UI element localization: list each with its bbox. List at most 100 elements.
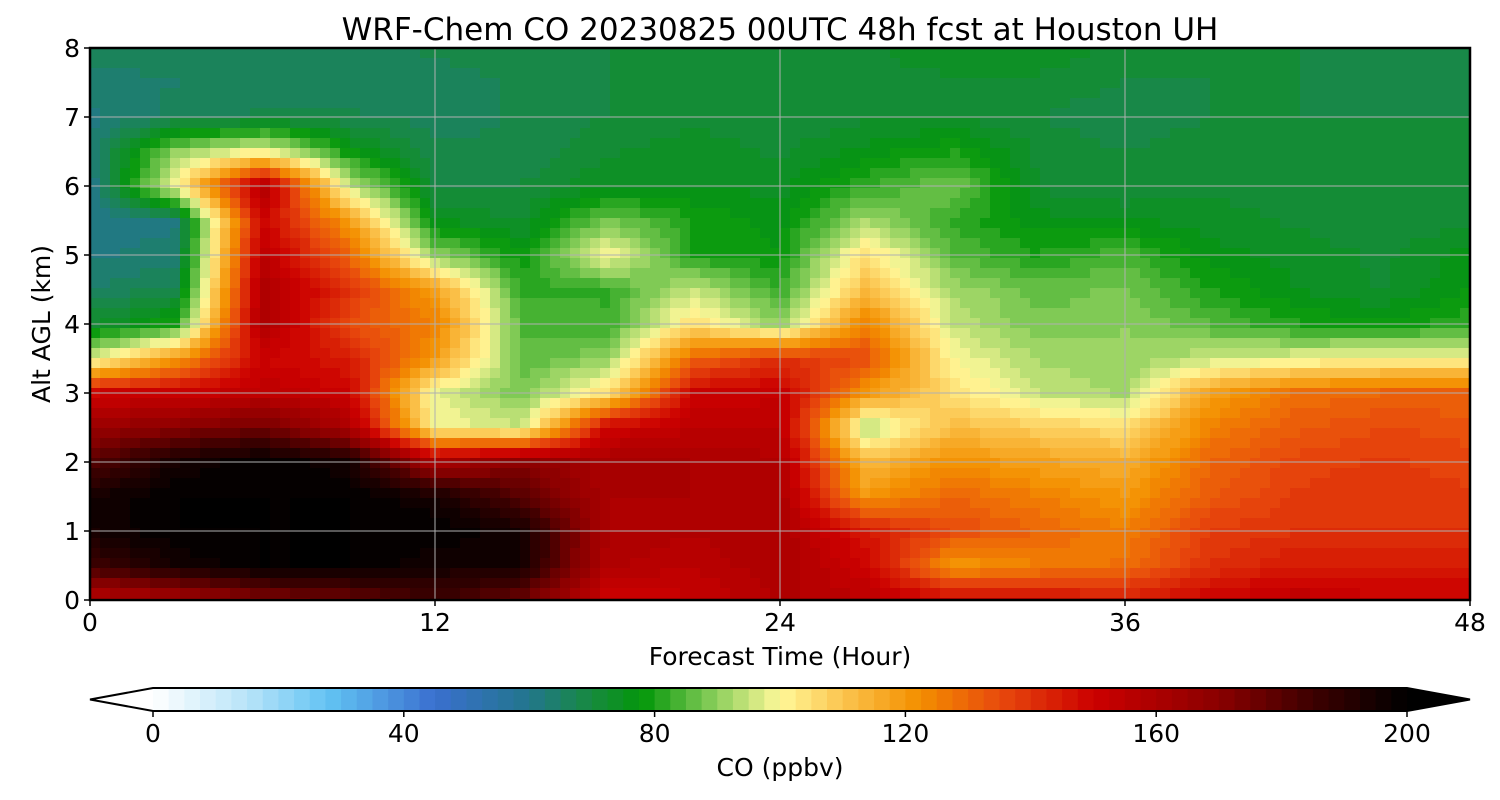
- heatmap-cell: [1240, 298, 1251, 309]
- heatmap-cell: [210, 398, 221, 409]
- heatmap-cell: [1130, 238, 1141, 249]
- heatmap-cell: [460, 238, 471, 249]
- heatmap-cell: [140, 88, 151, 99]
- heatmap-cell: [220, 258, 231, 269]
- heatmap-cell: [1260, 208, 1271, 219]
- heatmap-cell: [450, 128, 461, 139]
- heatmap-cell: [1220, 198, 1231, 209]
- heatmap-cell: [440, 188, 451, 199]
- heatmap-cell: [530, 58, 541, 69]
- heatmap-cell: [1350, 318, 1361, 329]
- heatmap-cell: [1150, 138, 1161, 149]
- heatmap-cell: [650, 188, 661, 199]
- heatmap-cell: [340, 158, 351, 169]
- heatmap-cell: [110, 248, 121, 259]
- heatmap-cell: [760, 238, 771, 249]
- heatmap-cell: [680, 228, 691, 239]
- heatmap-cell: [220, 98, 231, 109]
- heatmap-cell: [290, 318, 301, 329]
- heatmap-cell: [730, 238, 741, 249]
- heatmap-cell: [500, 88, 511, 99]
- heatmap-cell: [140, 238, 151, 249]
- heatmap-cell: [920, 98, 931, 109]
- heatmap-cell: [490, 258, 501, 269]
- heatmap-cell: [760, 308, 771, 319]
- heatmap-cell: [1370, 138, 1381, 149]
- heatmap-cell: [190, 58, 201, 69]
- heatmap-cell: [310, 248, 321, 259]
- heatmap-cell: [280, 318, 291, 329]
- heatmap-cell: [1460, 228, 1470, 239]
- heatmap-cell: [1240, 308, 1251, 319]
- heatmap-cell: [1030, 198, 1041, 209]
- heatmap-cell: [120, 228, 131, 239]
- heatmap-cell: [960, 308, 971, 319]
- heatmap-cell: [690, 128, 701, 139]
- heatmap-cell: [160, 408, 171, 419]
- heatmap-cell: [660, 168, 671, 179]
- heatmap-cell: [890, 58, 901, 69]
- heatmap-cell: [890, 128, 901, 139]
- heatmap-cell: [1210, 328, 1221, 339]
- heatmap-cell: [1380, 218, 1391, 229]
- heatmap-cell: [290, 378, 301, 389]
- heatmap-cell: [140, 288, 151, 299]
- heatmap-cell: [1220, 78, 1231, 89]
- heatmap-cell: [1200, 218, 1211, 229]
- heatmap-cell: [340, 258, 351, 269]
- heatmap-cell: [820, 288, 831, 299]
- heatmap-cell: [90, 168, 101, 179]
- heatmap-cell: [1420, 368, 1431, 379]
- heatmap-cell: [480, 88, 491, 99]
- heatmap-cell: [980, 258, 991, 269]
- heatmap-cell: [880, 258, 891, 269]
- heatmap-cell: [970, 168, 981, 179]
- heatmap-cell: [220, 398, 231, 409]
- heatmap-cell: [1020, 198, 1031, 209]
- heatmap-cell: [310, 278, 321, 289]
- heatmap-cell: [790, 338, 801, 349]
- heatmap-cell: [1410, 398, 1421, 409]
- heatmap-cell: [610, 348, 621, 359]
- heatmap-cell: [510, 138, 521, 149]
- heatmap-cell: [1450, 398, 1461, 409]
- heatmap-cell: [800, 88, 811, 99]
- heatmap-cell: [1260, 138, 1271, 149]
- heatmap-cell: [1290, 148, 1301, 159]
- heatmap-cell: [900, 188, 911, 199]
- heatmap-cell: [1280, 288, 1291, 299]
- heatmap-cell: [740, 258, 751, 269]
- heatmap-cell: [500, 78, 511, 89]
- heatmap-cell: [470, 358, 481, 369]
- heatmap-cell: [450, 138, 461, 149]
- heatmap-cell: [180, 208, 191, 219]
- heatmap-cell: [370, 338, 381, 349]
- heatmap-cell: [1060, 218, 1071, 229]
- heatmap-cell: [840, 168, 851, 179]
- heatmap-cell: [700, 198, 711, 209]
- heatmap-cell: [1390, 48, 1401, 59]
- heatmap-cell: [310, 138, 321, 149]
- heatmap-cell: [920, 68, 931, 79]
- heatmap-cell: [770, 178, 781, 189]
- heatmap-cell: [1440, 68, 1451, 79]
- heatmap-cell: [420, 288, 431, 299]
- heatmap-cell: [410, 238, 421, 249]
- heatmap-cell: [1420, 378, 1431, 389]
- heatmap-cell: [1030, 178, 1041, 189]
- heatmap-cell: [840, 358, 851, 369]
- heatmap-cell: [120, 208, 131, 219]
- heatmap-cell: [1300, 318, 1311, 329]
- heatmap-cell: [160, 128, 171, 139]
- heatmap-cell: [90, 108, 101, 119]
- heatmap-cell: [380, 258, 391, 269]
- heatmap-cell: [990, 108, 1001, 119]
- heatmap-cell: [360, 318, 371, 329]
- heatmap-cell: [290, 48, 301, 59]
- heatmap-cell: [200, 48, 211, 59]
- heatmap-cell: [720, 128, 731, 139]
- heatmap-cell: [1130, 318, 1141, 329]
- heatmap-cell: [480, 268, 491, 279]
- heatmap-cell: [960, 258, 971, 269]
- heatmap-cell: [740, 168, 751, 179]
